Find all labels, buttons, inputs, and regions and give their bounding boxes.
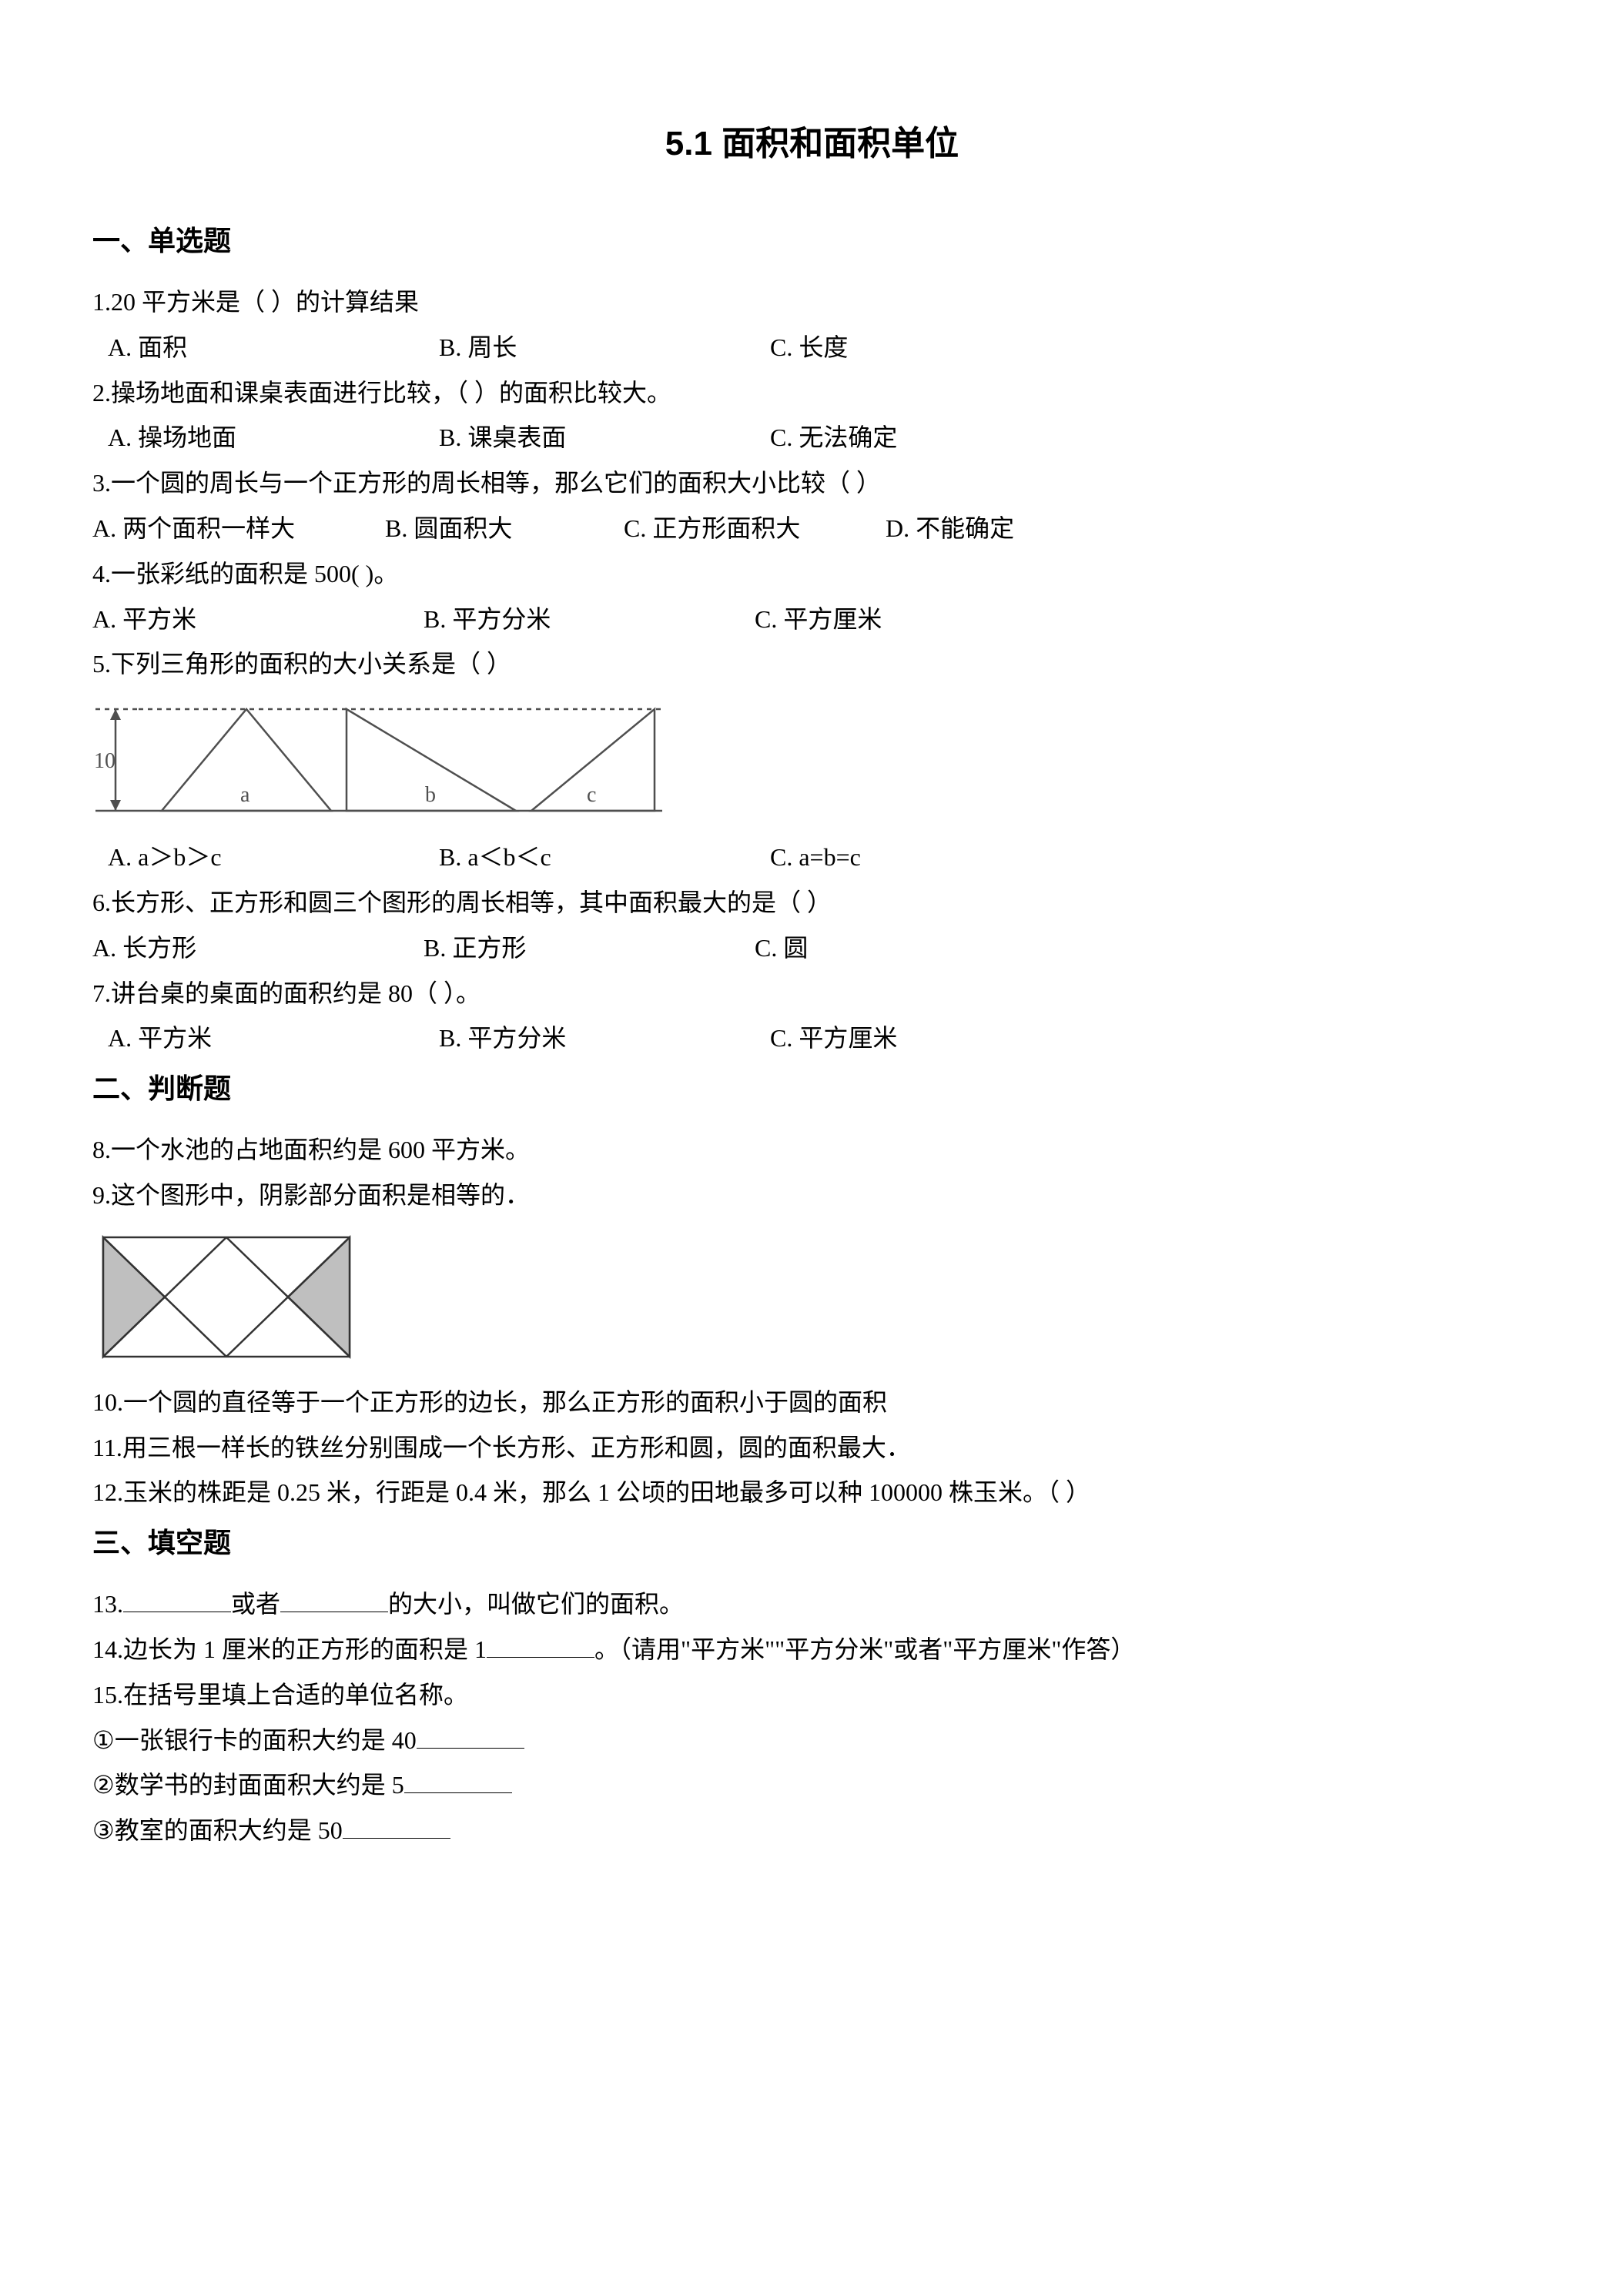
q9-figure — [95, 1230, 1532, 1368]
q7-opt-b: B. 平方分米 — [439, 1018, 770, 1059]
q7-opt-a: A. 平方米 — [108, 1018, 439, 1059]
q2-opt-a: A. 操场地面 — [108, 417, 439, 458]
q14-blank — [487, 1633, 594, 1658]
q5-options: A. a＞b＞c B. a＜b＜c C. a=b=c — [92, 837, 1532, 878]
q6-text: 6.长方形、正方形和圆三个图形的周长相等，其中面积最大的是（ ） — [92, 882, 1532, 923]
q15b-blank — [404, 1769, 512, 1793]
q3-opt-d: D. 不能确定 — [886, 508, 1117, 549]
q4-text: 4.一张彩纸的面积是 500( )。 — [92, 554, 1532, 594]
q6-opt-c: C. 圆 — [755, 928, 1086, 969]
page-title: 5.1 面积和面积单位 — [92, 115, 1532, 165]
q5-opt-a: A. a＞b＞c — [108, 837, 439, 878]
q15-text: 15.在括号里填上合适的单位名称。 — [92, 1675, 1532, 1715]
q5-figure: 10 a b c — [92, 695, 1532, 826]
q4-opt-a: A. 平方米 — [92, 599, 424, 640]
q13: 13. 或者 的大小，叫做它们的面积。 — [92, 1584, 1532, 1625]
q9-text: 9.这个图形中，阴影部分面积是相等的． — [92, 1175, 1532, 1216]
q14-post: 。（请用"平方米""平方分米"或者"平方厘米"作答） — [594, 1635, 1135, 1663]
q15a-label: ① — [92, 1720, 115, 1761]
q6-opt-a: A. 长方形 — [92, 928, 424, 969]
q13-blank-1 — [123, 1588, 231, 1612]
q13-pre: 13. — [92, 1590, 123, 1618]
q1-options: A. 面积 B. 周长 C. 长度 — [92, 327, 1532, 368]
q4-opt-b: B. 平方分米 — [424, 599, 755, 640]
q6-opt-b: B. 正方形 — [424, 928, 755, 969]
q3-opt-b: B. 圆面积大 — [385, 508, 624, 549]
q1-opt-b: B. 周长 — [439, 327, 770, 368]
q8-text: 8.一个水池的占地面积约是 600 平方米。 — [92, 1130, 1532, 1170]
q13-mid: 或者 — [231, 1590, 280, 1618]
section-2-heading: 二、判断题 — [92, 1066, 1532, 1106]
q11-text: 11.用三根一样长的铁丝分别围成一个长方形、正方形和圆，圆的面积最大． — [92, 1427, 1532, 1468]
q14: 14.边长为 1 厘米的正方形的面积是 1 。（请用"平方米""平方分米"或者"平… — [92, 1629, 1532, 1670]
q5-text: 5.下列三角形的面积的大小关系是（ ） — [92, 644, 1532, 684]
q15c-blank — [343, 1814, 450, 1839]
q12-text: 12.玉米的株距是 0.25 米，行距是 0.4 米，那么 1 公顷的田地最多可… — [92, 1472, 1532, 1513]
q2-opt-b: B. 课桌表面 — [439, 417, 770, 458]
q6-options: A. 长方形 B. 正方形 C. 圆 — [92, 928, 1532, 969]
q7-opt-c: C. 平方厘米 — [770, 1018, 1101, 1059]
q13-blank-2 — [280, 1588, 388, 1612]
q7-text: 7.讲台桌的桌面的面积约是 80（ ）。 — [92, 973, 1532, 1014]
q2-text: 2.操场地面和课桌表面进行比较，（ ）的面积比较大。 — [92, 373, 1532, 413]
q15b-text: 数学书的封面面积大约是 5 — [115, 1771, 404, 1799]
q5-opt-c: C. a=b=c — [770, 837, 1101, 878]
q15c-label: ③ — [92, 1810, 115, 1851]
q4-opt-c: C. 平方厘米 — [755, 599, 1086, 640]
q15a-text: 一张银行卡的面积大约是 40 — [115, 1726, 417, 1754]
q1-opt-a: A. 面积 — [108, 327, 439, 368]
q2-opt-c: C. 无法确定 — [770, 417, 1101, 458]
svg-text:b: b — [425, 783, 436, 807]
q5-opt-b: B. a＜b＜c — [439, 837, 770, 878]
q3-opt-c: C. 正方形面积大 — [624, 508, 886, 549]
q10-text: 10.一个圆的直径等于一个正方形的边长，那么正方形的面积小于圆的面积 — [92, 1382, 1532, 1423]
q15b: ②数学书的封面面积大约是 5 — [92, 1765, 1532, 1806]
q15a: ①一张银行卡的面积大约是 40 — [92, 1720, 1532, 1761]
q13-post: 的大小，叫做它们的面积。 — [388, 1590, 684, 1618]
q15c-text: 教室的面积大约是 50 — [115, 1816, 343, 1844]
q7-options: A. 平方米 B. 平方分米 C. 平方厘米 — [92, 1018, 1532, 1059]
q15b-label: ② — [92, 1765, 115, 1806]
q3-opt-a: A. 两个面积一样大 — [92, 508, 385, 549]
svg-text:10: 10 — [94, 749, 116, 773]
q14-pre: 14.边长为 1 厘米的正方形的面积是 1 — [92, 1635, 487, 1663]
q15c: ③教室的面积大约是 50 — [92, 1810, 1532, 1851]
q3-text: 3.一个圆的周长与一个正方形的周长相等，那么它们的面积大小比较（ ） — [92, 463, 1532, 504]
section-1-heading: 一、单选题 — [92, 219, 1532, 259]
svg-text:c: c — [587, 783, 596, 807]
section-3-heading: 三、填空题 — [92, 1521, 1532, 1561]
q4-options: A. 平方米 B. 平方分米 C. 平方厘米 — [92, 599, 1532, 640]
q15a-blank — [417, 1724, 524, 1749]
q1-text: 1.20 平方米是（ ）的计算结果 — [92, 282, 1532, 323]
q3-options: A. 两个面积一样大 B. 圆面积大 C. 正方形面积大 D. 不能确定 — [92, 508, 1532, 549]
q1-opt-c: C. 长度 — [770, 327, 1101, 368]
q2-options: A. 操场地面 B. 课桌表面 C. 无法确定 — [92, 417, 1532, 458]
svg-text:a: a — [240, 783, 250, 807]
